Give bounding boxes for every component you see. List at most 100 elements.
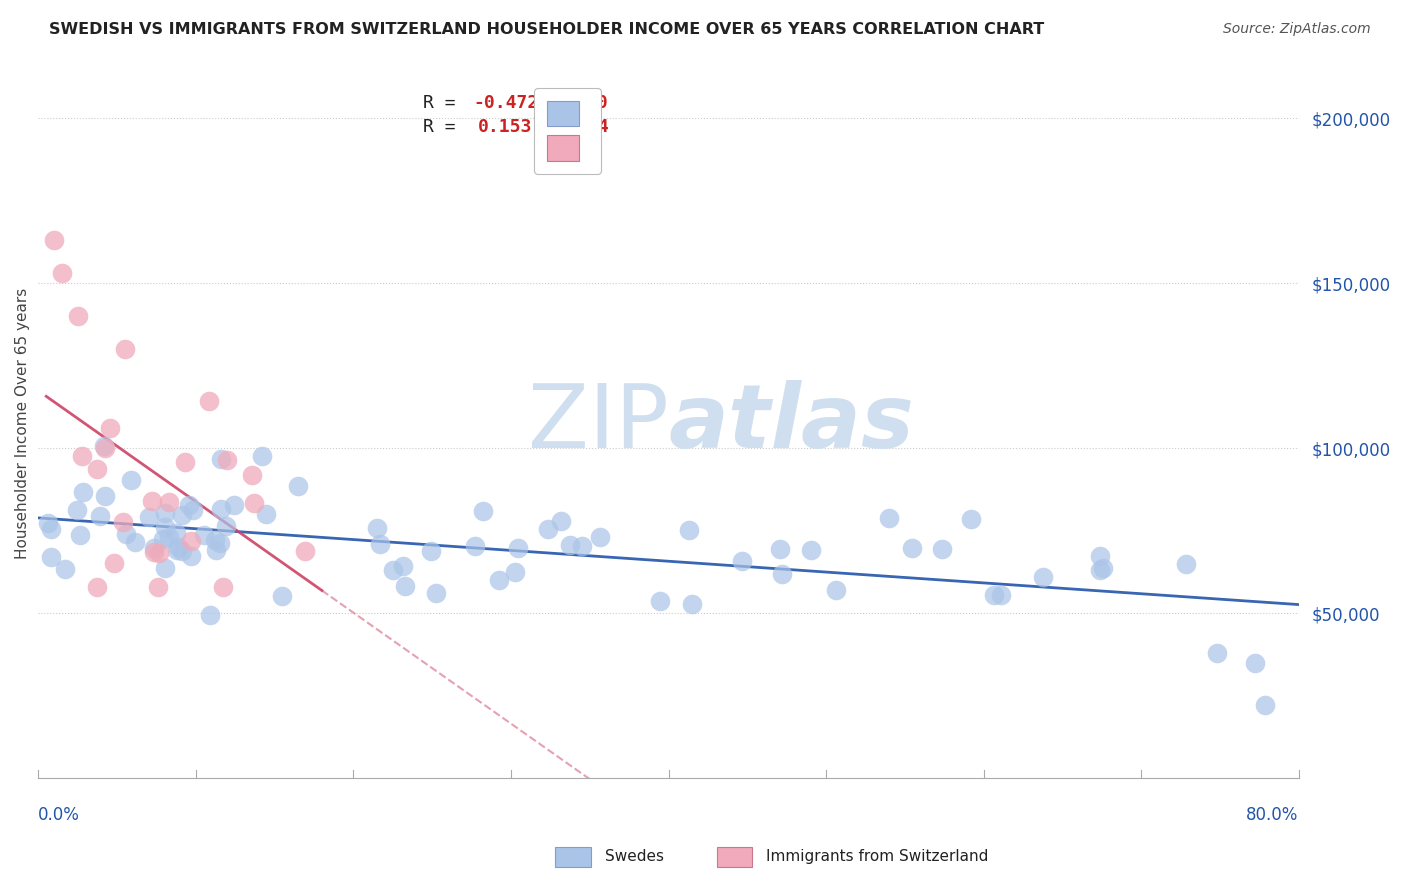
Point [215, 453, 238, 467]
Point [166, 542, 188, 557]
Point [69, 528, 91, 542]
Point [931, 542, 953, 557]
Point [211, 580, 233, 594]
Point [1088, 549, 1111, 564]
Point [1092, 560, 1115, 574]
Point [180, 549, 202, 564]
Text: Source: ZipAtlas.com: Source: ZipAtlas.com [1223, 22, 1371, 37]
Legend: , : , [534, 88, 602, 174]
Point [1254, 698, 1277, 713]
Text: 80.0%: 80.0% [1246, 806, 1299, 824]
Point [86, 580, 108, 594]
Point [165, 525, 187, 540]
Point [148, 546, 170, 560]
Point [648, 594, 671, 608]
Point [143, 541, 166, 556]
Point [94, 441, 117, 455]
Text: R =: R = [423, 94, 467, 112]
Text: N =: N = [536, 119, 602, 136]
Point [222, 498, 245, 512]
Point [731, 554, 754, 568]
Point [254, 507, 277, 521]
Point [173, 455, 195, 469]
Point [89, 509, 111, 524]
Point [153, 507, 176, 521]
Point [392, 559, 415, 574]
Point [381, 564, 404, 578]
Point [287, 479, 309, 493]
Text: Immigrants from Switzerland: Immigrants from Switzerland [766, 849, 988, 863]
Text: N =: N = [536, 94, 602, 112]
Point [768, 541, 790, 556]
Point [471, 504, 494, 518]
Point [170, 543, 193, 558]
Point [209, 535, 232, 549]
Point [111, 515, 134, 529]
Point [170, 508, 193, 523]
Point [571, 539, 593, 553]
Point [681, 597, 703, 611]
Point [180, 533, 202, 548]
Point [153, 561, 176, 575]
Point [770, 567, 793, 582]
Point [94, 489, 117, 503]
Point [66, 309, 89, 323]
Point [204, 533, 226, 548]
Text: 0.153: 0.153 [478, 119, 533, 136]
Point [39, 522, 62, 536]
Point [115, 527, 138, 541]
Point [141, 493, 163, 508]
Point [242, 496, 264, 510]
Point [589, 530, 612, 544]
Text: atlas: atlas [668, 380, 914, 467]
Point [271, 589, 294, 603]
Point [86, 462, 108, 476]
Point [560, 538, 582, 552]
Point [93, 439, 115, 453]
Text: R =: R = [423, 119, 477, 136]
Point [1243, 656, 1265, 670]
Point [42, 233, 65, 247]
Point [1175, 558, 1198, 572]
Point [550, 515, 572, 529]
Point [153, 520, 176, 534]
Point [66, 503, 89, 517]
Point [157, 530, 180, 544]
Y-axis label: Householder Income Over 65 years: Householder Income Over 65 years [15, 287, 30, 559]
Point [877, 511, 900, 525]
Point [120, 473, 142, 487]
Point [181, 503, 204, 517]
Point [114, 342, 136, 356]
Point [72, 485, 94, 500]
Point [464, 540, 486, 554]
Text: 80: 80 [586, 94, 609, 112]
Point [138, 510, 160, 524]
Point [98, 421, 121, 435]
Point [51, 266, 73, 280]
Point [152, 532, 174, 546]
Point [37, 516, 59, 530]
Point [157, 495, 180, 509]
Text: SWEDISH VS IMMIGRANTS FROM SWITZERLAND HOUSEHOLDER INCOME OVER 65 YEARS CORRELAT: SWEDISH VS IMMIGRANTS FROM SWITZERLAND H… [49, 22, 1045, 37]
Point [124, 535, 146, 549]
Point [366, 521, 388, 535]
Point [394, 579, 416, 593]
Point [39, 549, 62, 564]
Point [983, 588, 1005, 602]
Point [960, 512, 983, 526]
Point [825, 583, 848, 598]
Point [142, 545, 165, 559]
Point [240, 467, 263, 482]
Point [294, 544, 316, 558]
Point [103, 556, 125, 570]
Point [508, 541, 530, 555]
Text: ZIP: ZIP [527, 380, 668, 467]
Point [148, 580, 170, 594]
Point [1088, 563, 1111, 577]
Point [419, 544, 441, 558]
Point [198, 608, 221, 623]
Point [368, 537, 391, 551]
Point [250, 449, 273, 463]
Text: 0.0%: 0.0% [38, 806, 80, 824]
Point [198, 394, 221, 409]
